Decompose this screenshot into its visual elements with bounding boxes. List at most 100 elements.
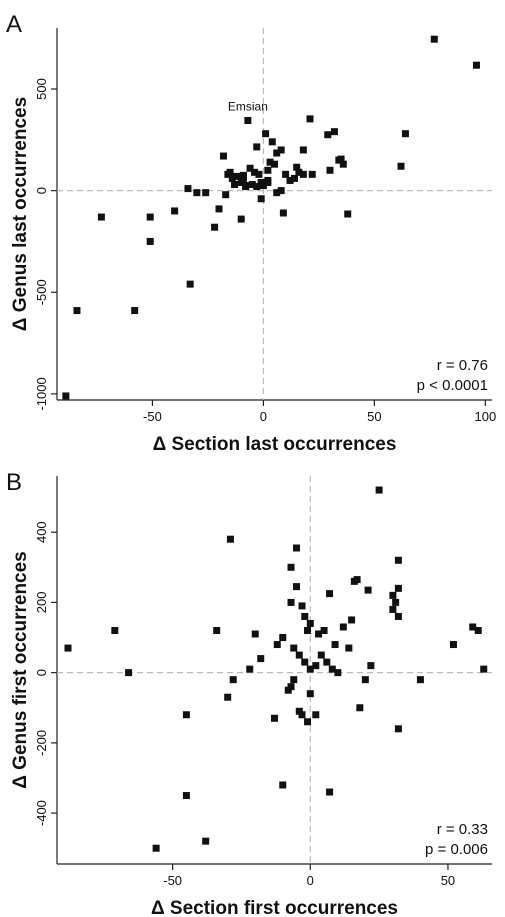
data-point bbox=[273, 189, 281, 197]
data-point bbox=[186, 280, 194, 288]
data-point bbox=[295, 651, 303, 659]
data-point bbox=[293, 163, 301, 171]
data-point bbox=[97, 213, 105, 221]
data-point bbox=[284, 686, 292, 694]
chart-panel-a: -50 0 50 100 -1000 -500 0 500 Emsian r = 0.76 p < … bbox=[0, 0, 505, 458]
data-point bbox=[469, 623, 477, 631]
data-point bbox=[282, 170, 290, 178]
data-point bbox=[222, 191, 230, 199]
data-point bbox=[334, 669, 342, 677]
data-point bbox=[298, 711, 306, 719]
data-point bbox=[193, 189, 201, 197]
data-point bbox=[361, 676, 369, 684]
data-point bbox=[182, 711, 190, 719]
data-point bbox=[213, 626, 221, 634]
x-tick-label: 0 bbox=[307, 873, 314, 888]
x-axis-title: Δ Section first occurrences bbox=[151, 898, 398, 917]
data-point bbox=[312, 662, 320, 670]
scatter-plot-b: -50 0 50 -400 -200 0 200 400 r = 0.33 p = 0.006 B Δ… bbox=[6, 469, 492, 917]
data-point bbox=[279, 634, 287, 642]
data-point bbox=[279, 781, 287, 789]
data-point bbox=[290, 644, 298, 652]
data-point bbox=[251, 168, 259, 176]
data-point bbox=[401, 130, 409, 138]
data-point bbox=[277, 187, 285, 195]
data-point bbox=[273, 641, 281, 649]
data-point bbox=[474, 626, 482, 634]
y-tick-label: -500 bbox=[34, 279, 49, 305]
data-point bbox=[306, 690, 314, 698]
data-point bbox=[273, 149, 281, 157]
data-point bbox=[248, 181, 256, 189]
x-tick-label: 0 bbox=[260, 409, 267, 424]
data-point bbox=[257, 655, 265, 663]
data-point bbox=[449, 641, 457, 649]
data-point bbox=[287, 683, 295, 691]
data-point bbox=[315, 630, 323, 638]
data-point bbox=[73, 307, 81, 315]
chart-panel-b: -50 0 50 -400 -200 0 200 400 r = 0.33 p = 0.006 B Δ… bbox=[0, 458, 505, 917]
data-point bbox=[480, 665, 488, 673]
data-point bbox=[64, 644, 72, 652]
data-point bbox=[320, 626, 328, 634]
data-point bbox=[125, 669, 133, 677]
data-point bbox=[246, 164, 254, 172]
data-point bbox=[290, 174, 298, 182]
data-point bbox=[326, 590, 334, 598]
data-point bbox=[416, 676, 424, 684]
data-point bbox=[290, 676, 298, 684]
data-point bbox=[184, 185, 192, 193]
y-tick-label: -400 bbox=[34, 800, 49, 826]
data-point bbox=[233, 172, 241, 180]
data-point bbox=[264, 166, 272, 174]
data-point bbox=[253, 143, 261, 151]
data-point bbox=[239, 174, 247, 182]
data-point bbox=[293, 544, 301, 552]
data-point bbox=[224, 170, 232, 178]
data-point bbox=[389, 591, 397, 599]
data-point bbox=[328, 665, 336, 673]
data-point bbox=[472, 61, 480, 69]
y-tick-label: 0 bbox=[34, 669, 49, 676]
data-point bbox=[304, 626, 312, 634]
data-point bbox=[324, 131, 332, 139]
y-axis-title: Δ Genus first occurrences bbox=[10, 551, 31, 789]
data-point bbox=[152, 844, 160, 852]
data-point bbox=[323, 658, 331, 666]
correlation-coefficient: r = 0.76 bbox=[437, 357, 488, 374]
data-point bbox=[271, 714, 278, 722]
data-point bbox=[202, 189, 210, 197]
data-point bbox=[62, 392, 70, 400]
data-point bbox=[242, 182, 250, 190]
data-point bbox=[345, 644, 353, 652]
data-point bbox=[226, 535, 234, 543]
data-point bbox=[146, 213, 154, 221]
data-point bbox=[286, 176, 294, 184]
data-point bbox=[306, 115, 314, 123]
x-tick-label: -50 bbox=[143, 409, 162, 424]
data-point bbox=[182, 792, 190, 800]
y-tick-label: 500 bbox=[34, 78, 49, 100]
p-value: p = 0.006 bbox=[425, 841, 488, 858]
data-point bbox=[339, 160, 347, 168]
data-point bbox=[397, 162, 405, 170]
data-point bbox=[211, 223, 219, 231]
x-tick-label: -50 bbox=[163, 873, 182, 888]
y-tick-label: 200 bbox=[34, 592, 49, 614]
data-point bbox=[279, 209, 287, 217]
data-point bbox=[215, 205, 223, 213]
y-tick-label: 0 bbox=[34, 187, 49, 194]
y-tick-label: 400 bbox=[34, 521, 49, 543]
data-point bbox=[306, 665, 314, 673]
data-point bbox=[277, 146, 285, 154]
data-point bbox=[264, 178, 272, 186]
data-point bbox=[356, 704, 364, 712]
data-point bbox=[301, 612, 309, 620]
data-point bbox=[312, 711, 320, 719]
data-point bbox=[335, 156, 343, 164]
x-tick-label: 50 bbox=[367, 409, 381, 424]
data-point bbox=[253, 183, 261, 191]
data-point bbox=[111, 626, 119, 634]
data-point bbox=[262, 130, 270, 138]
